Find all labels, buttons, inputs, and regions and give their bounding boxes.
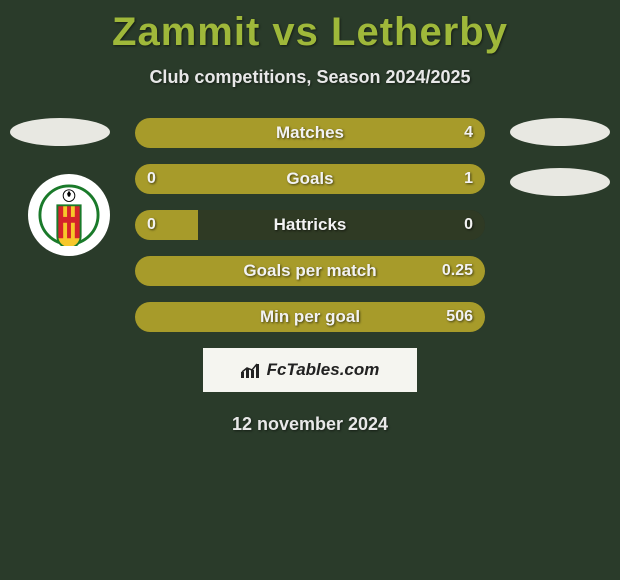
brand-chart-icon	[241, 362, 261, 378]
player-slot-right	[510, 118, 610, 146]
stat-bars: Matches4Goals01Hattricks00Goals per matc…	[135, 118, 485, 332]
stat-bar: Goals0 1	[135, 164, 485, 194]
stat-bar: Min per goal506	[135, 302, 485, 332]
crest-icon	[38, 184, 100, 246]
brand-label: FcTables.com	[267, 360, 380, 380]
stat-value-right: 1	[464, 164, 473, 194]
club-crest	[28, 174, 110, 256]
subtitle: Club competitions, Season 2024/2025	[0, 67, 620, 88]
stat-value-right: 0	[464, 210, 473, 240]
stat-bar: Hattricks0 0	[135, 210, 485, 240]
stat-value-left: 0	[147, 164, 156, 194]
player-slot-right-2	[510, 168, 610, 196]
comparison-stage: Matches4Goals01Hattricks00Goals per matc…	[0, 118, 620, 435]
stat-value-right: 4	[464, 118, 473, 148]
stat-bar: Goals per match0.25	[135, 256, 485, 286]
player-slot-left	[10, 118, 110, 146]
stat-value-right: 0.25	[442, 256, 473, 286]
page-title: Zammit vs Letherby	[0, 0, 620, 55]
stat-label: Min per goal	[135, 302, 485, 332]
stat-value-right: 506	[446, 302, 473, 332]
stat-value-left: 0	[147, 210, 156, 240]
stat-bar: Matches4	[135, 118, 485, 148]
brand-watermark: FcTables.com	[203, 348, 417, 392]
stat-label: Matches	[135, 118, 485, 148]
stat-label: Goals per match	[135, 256, 485, 286]
stat-label: Hattricks	[135, 210, 485, 240]
stat-label: Goals	[135, 164, 485, 194]
date-label: 12 november 2024	[0, 414, 620, 435]
